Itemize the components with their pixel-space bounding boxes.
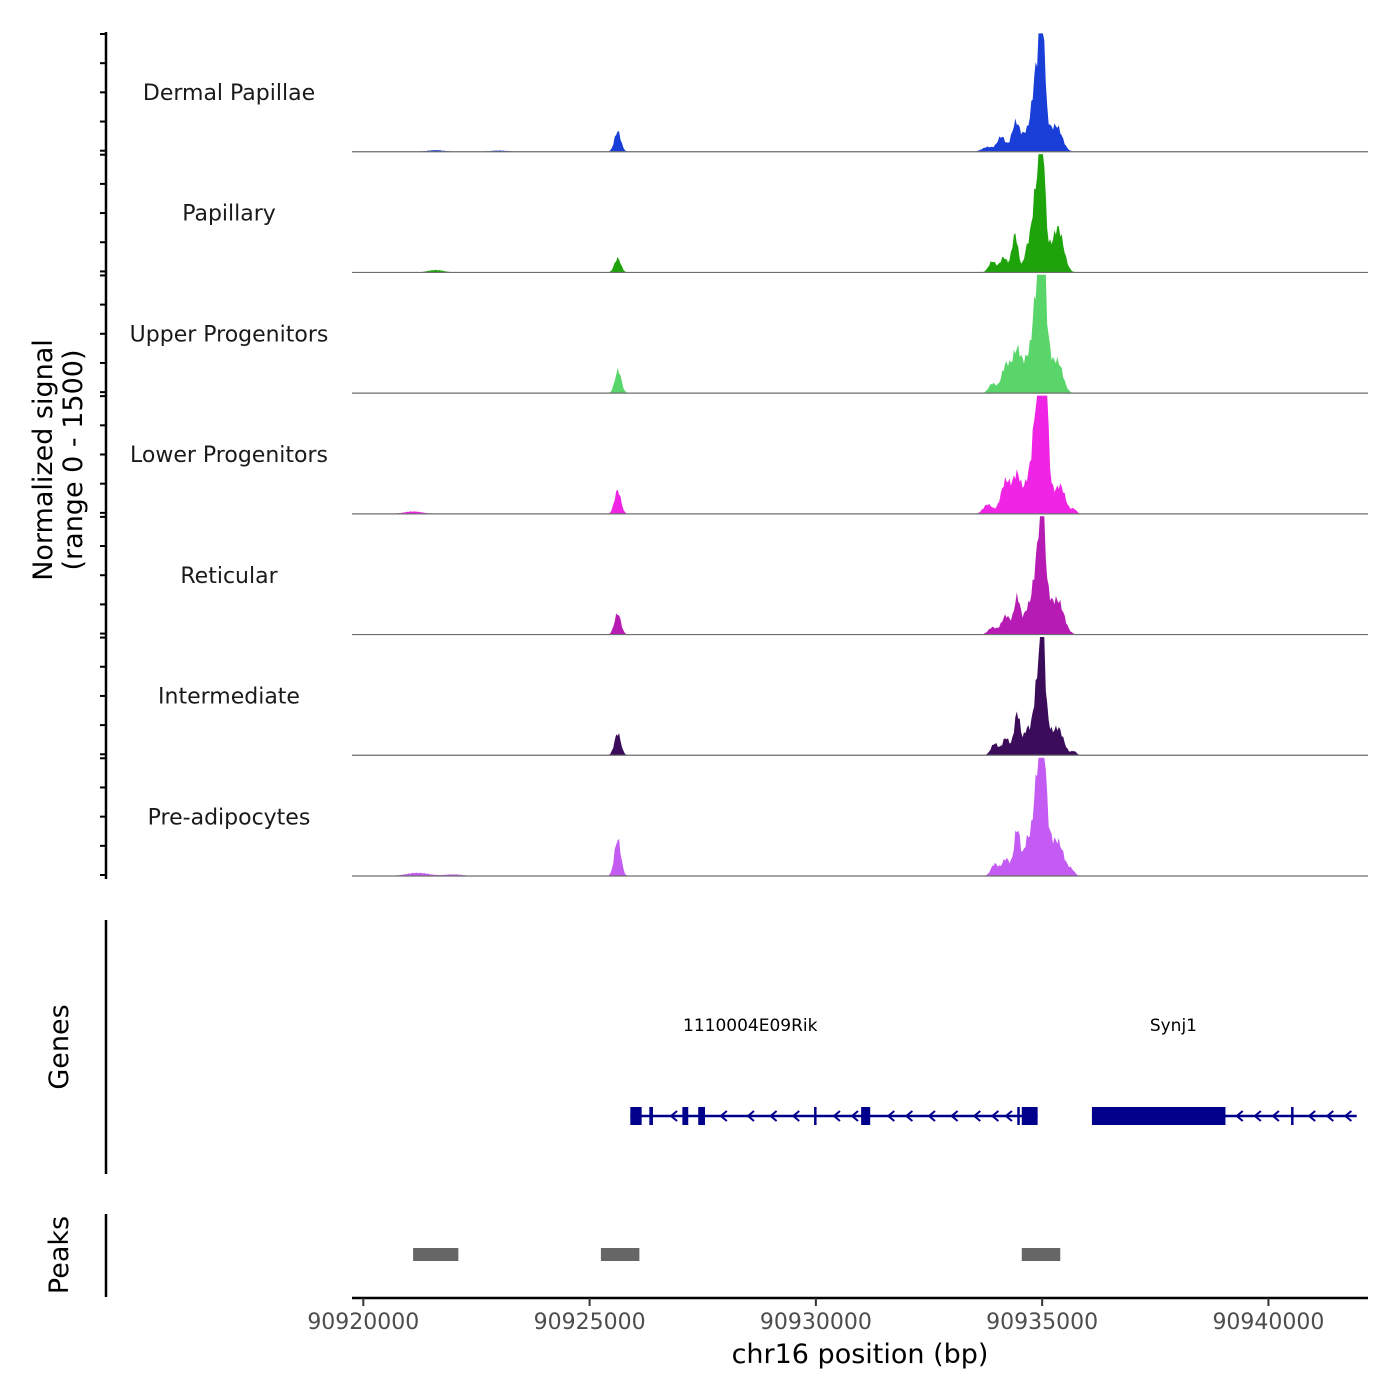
- gene-strand-arrow: [791, 1110, 800, 1122]
- y-axis-title-line2: (range 0 - 1500): [58, 350, 89, 571]
- gene-strand-arrow: [990, 1110, 1000, 1122]
- track-label: Lower Progenitors: [130, 443, 328, 468]
- gene-strand-arrow: [1325, 1110, 1334, 1122]
- gene-strand-arrow: [832, 1110, 841, 1122]
- gene-exon: [1017, 1107, 1020, 1125]
- genes-track-title: Genes: [44, 1004, 75, 1089]
- gene-strand-arrow: [927, 1110, 936, 1122]
- gene-exon: [649, 1107, 653, 1125]
- gene-strand-arrow: [746, 1110, 755, 1122]
- gene-exon: [1091, 1107, 1226, 1125]
- gene-exon: [630, 1107, 642, 1125]
- gene-strand-arrow: [1307, 1110, 1316, 1122]
- x-axis-tick-label: 90920000: [307, 1310, 419, 1335]
- gene-strand-arrow: [769, 1110, 778, 1122]
- track-label: Reticular: [180, 564, 278, 589]
- x-axis-tick-label: 90940000: [1212, 1310, 1324, 1335]
- gene-strand-arrow: [886, 1110, 895, 1122]
- gene-label: Synj1: [1150, 1016, 1197, 1036]
- gene-exon: [861, 1107, 871, 1125]
- peak-region: [413, 1248, 459, 1261]
- genes-track: Genes 1110004E09Rik Synj1: [44, 920, 1357, 1174]
- peak-region: [1021, 1248, 1061, 1261]
- gene-strand-arrow: [1004, 1110, 1013, 1122]
- gene-strand-arrow: [1271, 1110, 1280, 1122]
- gene-strand-arrow: [972, 1110, 981, 1122]
- gene-strand-arrow: [1343, 1110, 1353, 1122]
- track-label: Upper Progenitors: [130, 322, 329, 347]
- gene-exon: [682, 1107, 689, 1125]
- gene-strand-arrow: [669, 1110, 678, 1122]
- x-axis: chr16 position (bp) 90920000 90925000 9093…: [307, 1296, 1368, 1370]
- gene-exon: [814, 1107, 817, 1125]
- x-axis-tick-label: 90925000: [534, 1310, 646, 1335]
- gene-strand-arrow: [719, 1110, 728, 1122]
- peak-region: [600, 1248, 640, 1261]
- gene-strand-arrow: [850, 1110, 859, 1122]
- x-axis-tick-label: 90935000: [986, 1310, 1098, 1335]
- track-label: Papillary: [182, 202, 276, 227]
- gene-strand-arrow: [950, 1110, 959, 1122]
- coverage-tracks: Dermal Papillae Papillary Upper Progenitor…: [100, 32, 1368, 879]
- peaks-track: Peaks: [44, 1214, 1061, 1297]
- track-label: Dermal Papillae: [143, 81, 315, 106]
- gene-strand-arrow: [1253, 1110, 1262, 1122]
- peaks-track-title: Peaks: [44, 1216, 75, 1294]
- track-label: Pre-adipocytes: [148, 805, 311, 830]
- gene-exon: [1291, 1107, 1294, 1125]
- gene-label: 1110004E09Rik: [683, 1016, 818, 1036]
- x-axis-title: chr16 position (bp): [732, 1339, 989, 1370]
- track-label: Intermediate: [158, 685, 300, 710]
- gene-exon: [698, 1107, 705, 1125]
- y-axis-title-line1: Normalized signal: [28, 339, 59, 581]
- gene-strand-arrow: [904, 1110, 914, 1122]
- x-axis-tick-label: 90930000: [760, 1310, 872, 1335]
- gene-exon: [1021, 1107, 1038, 1125]
- gene-strand-arrow: [1235, 1110, 1244, 1122]
